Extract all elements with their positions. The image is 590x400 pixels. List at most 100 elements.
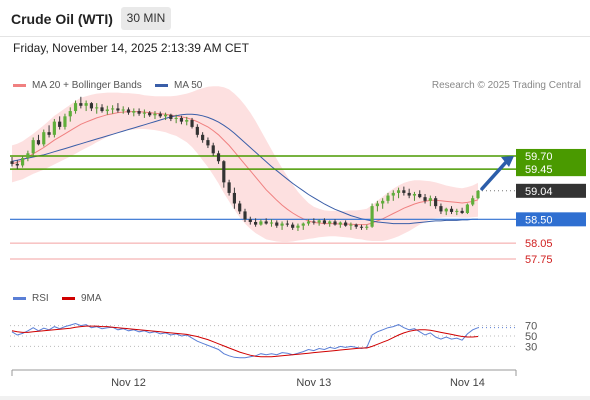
candle-body bbox=[111, 108, 115, 110]
legend-ma20-label: MA 20 + Bollinger Bands bbox=[32, 80, 142, 91]
rsi-ma9-line bbox=[11, 325, 479, 358]
candle-body bbox=[21, 158, 25, 166]
candle-body bbox=[259, 221, 263, 225]
legend-ma20: MA 20 + Bollinger Bands bbox=[13, 80, 142, 91]
candle-body bbox=[455, 210, 459, 212]
support-label: 58.05 bbox=[525, 238, 553, 250]
last-price-box bbox=[516, 183, 586, 198]
candle-body bbox=[471, 198, 475, 205]
candle-body bbox=[275, 222, 279, 226]
candle-body bbox=[434, 198, 438, 207]
candle-body bbox=[349, 224, 353, 226]
candle-body bbox=[412, 193, 417, 196]
candle-body bbox=[206, 140, 210, 146]
legend-ma50-label: MA 50 bbox=[174, 80, 203, 91]
time-axis: Nov 12 Nov 13 Nov 14 bbox=[0, 369, 590, 400]
candle-body bbox=[185, 120, 189, 122]
candle-body bbox=[407, 192, 411, 196]
timeframe-button[interactable]: 30 MIN bbox=[121, 7, 171, 30]
chart-header: Crude Oil (WTI) 30 MIN bbox=[0, 0, 590, 37]
candle-body bbox=[391, 192, 395, 196]
candle-body bbox=[269, 222, 274, 224]
candle-body bbox=[243, 211, 247, 220]
candle-body bbox=[444, 208, 448, 212]
timestamp: Friday, November 14, 2025 2:13:39 AM CET bbox=[13, 41, 249, 55]
legend-rsi-label: RSI bbox=[32, 293, 49, 304]
candle-body bbox=[291, 224, 295, 228]
candle-body bbox=[79, 103, 83, 106]
candle-body bbox=[95, 107, 99, 109]
candle-body bbox=[227, 182, 231, 193]
candle-body bbox=[47, 132, 51, 135]
candle-body bbox=[148, 112, 152, 116]
candle-body bbox=[238, 203, 242, 212]
candle-body bbox=[317, 220, 321, 223]
candle-body bbox=[322, 220, 327, 224]
resistance-box bbox=[516, 162, 586, 177]
candle-body bbox=[312, 221, 316, 223]
rsi-tick-label: 50 bbox=[525, 331, 537, 343]
rsi-line bbox=[11, 322, 479, 359]
x-tick-label: Nov 13 bbox=[296, 377, 331, 389]
pivot-box bbox=[516, 212, 586, 227]
x-tick-label: Nov 14 bbox=[450, 377, 485, 389]
candle-body bbox=[428, 198, 432, 201]
candle-body bbox=[10, 161, 14, 164]
candle-body bbox=[306, 221, 311, 224]
last-price-label: 59.04 bbox=[525, 186, 553, 198]
candle-body bbox=[36, 140, 41, 145]
candle-body bbox=[354, 224, 358, 227]
candle-body bbox=[126, 109, 131, 113]
candle-body bbox=[63, 116, 67, 127]
candlesticks bbox=[10, 96, 480, 231]
candle-body bbox=[396, 190, 401, 193]
candle-body bbox=[105, 109, 109, 112]
candle-body bbox=[386, 195, 390, 201]
legend-rsi: RSI bbox=[13, 293, 49, 304]
forecast-arrow bbox=[480, 155, 514, 191]
legend-ma20-swatch bbox=[13, 84, 26, 87]
candle-body bbox=[169, 114, 173, 119]
candle-body bbox=[195, 126, 199, 135]
candle-body bbox=[465, 204, 469, 213]
legend-ma50-swatch bbox=[155, 84, 168, 87]
candle-body bbox=[338, 222, 342, 225]
bottom-scrollbar[interactable] bbox=[0, 396, 590, 400]
forecast-arrow-shaft bbox=[480, 158, 510, 191]
candle-body bbox=[163, 114, 168, 117]
candle-body bbox=[137, 111, 141, 114]
moving-averages bbox=[11, 111, 479, 226]
candle-body bbox=[52, 121, 56, 135]
candle-body bbox=[68, 111, 72, 117]
candle-body bbox=[222, 161, 226, 183]
candle-body bbox=[301, 223, 305, 226]
instrument-title: Crude Oil (WTI) bbox=[11, 11, 113, 27]
candle-body bbox=[264, 221, 268, 224]
pivot-label: 58.50 bbox=[525, 214, 553, 226]
price-levels bbox=[10, 155, 516, 260]
candle-body bbox=[423, 197, 427, 201]
candle-body bbox=[116, 108, 120, 111]
rsi-tick-label: 70 bbox=[525, 321, 537, 333]
candle-body bbox=[73, 103, 78, 112]
rsi-tick-label: 30 bbox=[525, 341, 537, 353]
legend-9ma-swatch bbox=[62, 297, 75, 300]
candle-body bbox=[359, 226, 364, 228]
candle-body bbox=[370, 206, 374, 227]
candle-body bbox=[328, 221, 332, 224]
candle-body bbox=[211, 145, 215, 154]
candle-body bbox=[439, 206, 443, 212]
candle-body bbox=[100, 107, 104, 112]
ma20-line bbox=[11, 111, 479, 226]
candle-body bbox=[476, 190, 480, 199]
legend-9ma: 9MA bbox=[62, 293, 102, 304]
legend-rsi-swatch bbox=[13, 297, 26, 300]
legend-ma50: MA 50 bbox=[155, 80, 202, 91]
candle-body bbox=[402, 190, 406, 193]
candle-body bbox=[280, 223, 284, 226]
resistance-label: 59.70 bbox=[525, 151, 553, 163]
candle-body bbox=[201, 134, 205, 141]
